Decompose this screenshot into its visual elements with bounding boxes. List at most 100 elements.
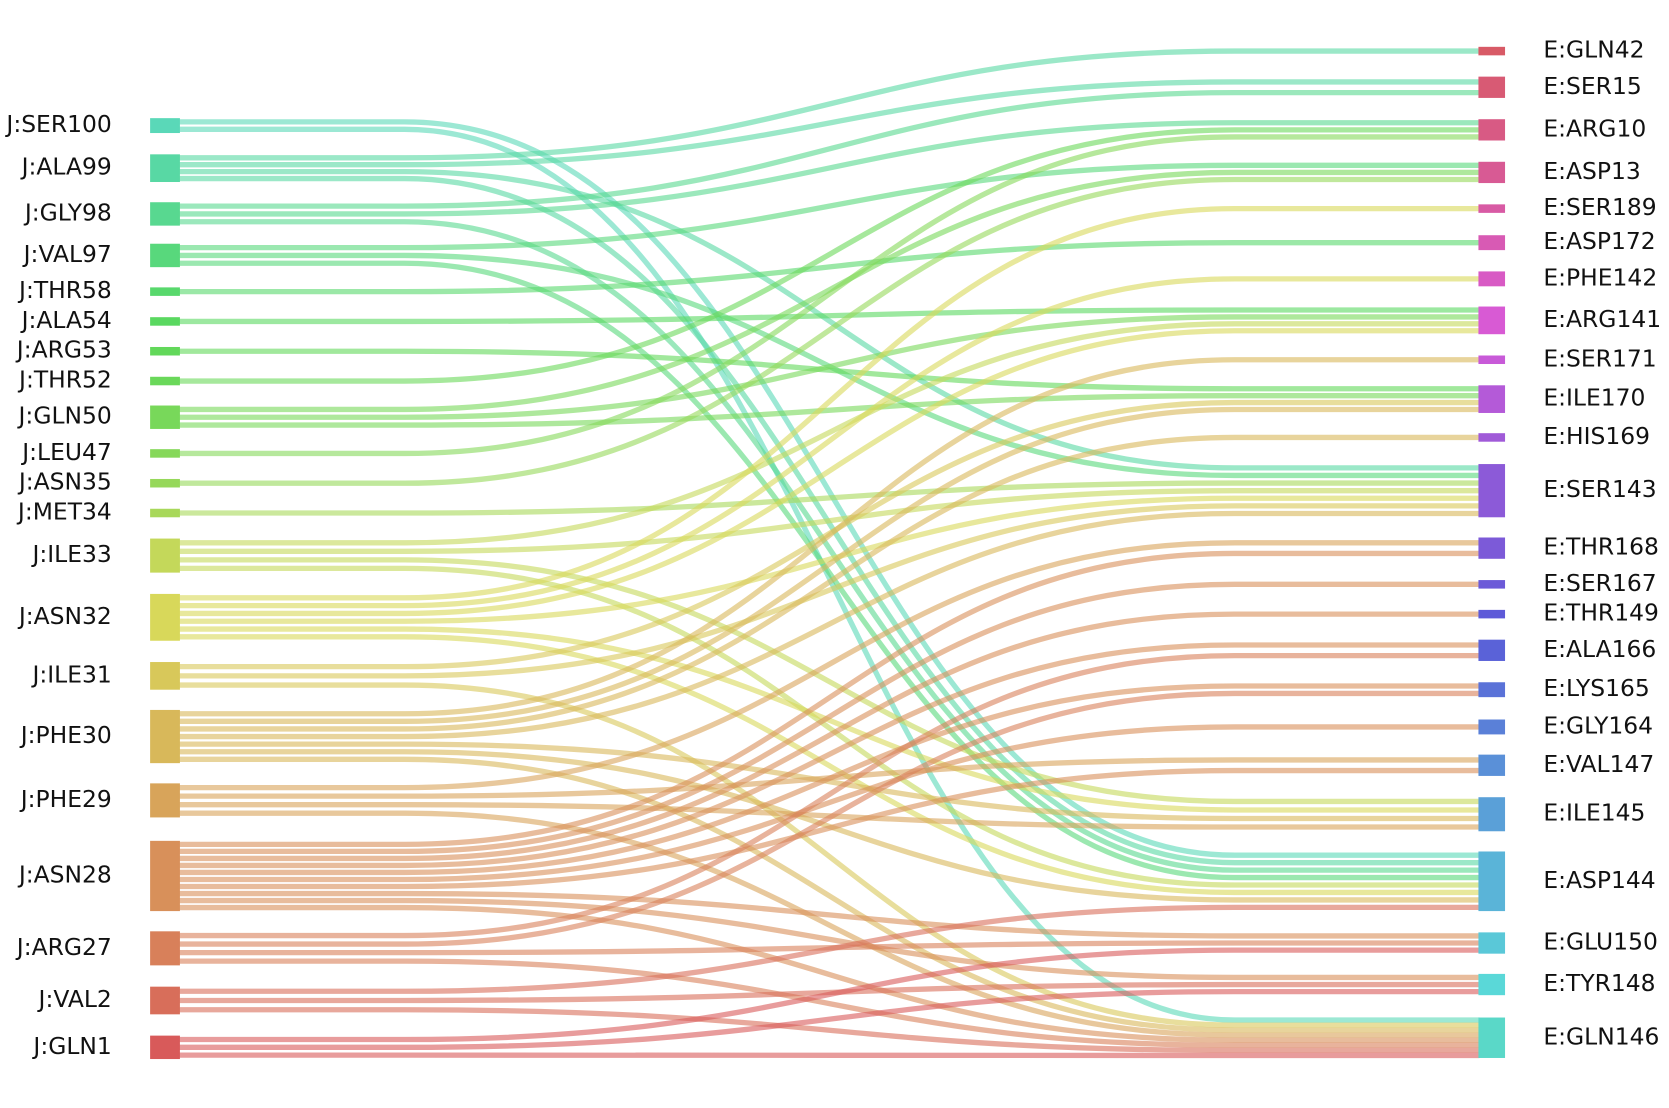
right-label: E:SER189 <box>1543 193 1656 221</box>
left-label: J:VAL2 <box>37 985 112 1013</box>
link <box>178 690 1480 947</box>
left-node <box>150 1035 180 1060</box>
left-node <box>150 243 180 268</box>
right-node <box>1478 682 1506 698</box>
right-node <box>1478 76 1506 98</box>
left-node <box>150 317 180 326</box>
link <box>178 767 1480 890</box>
right-node <box>1478 433 1506 442</box>
left-label: J:GLY98 <box>23 198 112 226</box>
link <box>178 581 1480 855</box>
left-label: J:ARG53 <box>15 336 112 364</box>
left-node <box>150 154 180 183</box>
right-node <box>1478 1017 1506 1058</box>
right-label: E:TYR148 <box>1543 969 1655 997</box>
left-label: J:ILE33 <box>30 540 111 568</box>
link <box>178 393 1480 428</box>
left-node <box>150 840 180 912</box>
link <box>178 652 1480 939</box>
left-label: J:LEU47 <box>20 438 112 466</box>
right-label: E:SER167 <box>1543 569 1656 597</box>
link <box>178 162 1480 251</box>
right-node <box>1478 235 1506 251</box>
link <box>178 176 1480 486</box>
right-node <box>1478 46 1506 56</box>
right-label: E:LYS165 <box>1543 674 1649 702</box>
link <box>178 119 1480 858</box>
left-node <box>150 376 180 386</box>
left-label: J:VAL97 <box>22 240 112 268</box>
right-node <box>1478 754 1506 776</box>
left-node <box>150 508 180 518</box>
links <box>178 48 1480 1059</box>
right-label: E:ILE145 <box>1543 799 1645 827</box>
link <box>178 357 1480 717</box>
right-label: E:ASP13 <box>1543 157 1640 185</box>
link <box>178 434 1480 732</box>
right-label: E:HIS169 <box>1543 422 1650 450</box>
left-node <box>150 931 180 966</box>
link <box>178 348 1480 392</box>
left-label: J:ASN28 <box>17 860 112 888</box>
left-node <box>150 662 180 690</box>
link <box>178 120 1480 217</box>
link <box>178 897 1480 981</box>
link <box>178 48 1480 161</box>
link <box>178 168 1480 471</box>
left-label: J:MET34 <box>16 498 112 526</box>
link <box>178 683 1480 876</box>
link <box>178 510 1480 740</box>
left-node <box>150 538 180 573</box>
right-node <box>1478 204 1506 213</box>
link <box>178 890 1480 939</box>
link <box>178 503 1480 679</box>
nodes: J:SER100 J:ALA99 J:GLY98 J:VAL97 J:THR58J:AL… <box>4 36 1661 1060</box>
left-label: J:THR58 <box>17 276 112 304</box>
left-node <box>150 118 180 134</box>
right-node <box>1478 973 1506 996</box>
right-label: E:VAL147 <box>1543 750 1654 778</box>
right-label: E:THR168 <box>1543 533 1659 561</box>
link <box>178 904 1480 1043</box>
link <box>178 276 1480 609</box>
left-node <box>150 709 180 764</box>
right-node <box>1478 639 1506 661</box>
left-label: J:ASN32 <box>17 602 112 630</box>
link <box>178 79 1480 168</box>
link <box>178 127 1480 384</box>
right-node <box>1478 537 1506 559</box>
left-label: J:ALA99 <box>20 153 112 181</box>
left-label: J:GLN1 <box>31 1032 111 1060</box>
link <box>178 904 1480 994</box>
left-node <box>150 202 180 226</box>
link <box>178 642 1480 869</box>
right-label: E:GLN146 <box>1543 1022 1659 1050</box>
link <box>178 321 1480 546</box>
link <box>178 219 1480 873</box>
left-node <box>150 449 180 458</box>
right-label: E:PHE142 <box>1543 263 1657 291</box>
link <box>178 406 1480 724</box>
link <box>178 495 1480 624</box>
link <box>178 1007 1480 1054</box>
right-node <box>1478 851 1506 912</box>
right-node <box>1478 355 1506 365</box>
link <box>178 810 1480 1038</box>
right-node <box>1478 271 1506 287</box>
left-node <box>150 287 180 296</box>
right-label: E:GLU150 <box>1543 928 1658 956</box>
right-label: E:ARG10 <box>1543 114 1646 142</box>
left-node <box>150 478 180 488</box>
right-node <box>1478 161 1506 184</box>
left-label: J:ILE31 <box>30 660 111 688</box>
link <box>178 260 1480 881</box>
right-label: E:SER171 <box>1543 344 1656 372</box>
right-node <box>1478 306 1506 335</box>
right-node <box>1478 385 1506 413</box>
left-label: J:ASN35 <box>17 468 112 496</box>
left-label: J:PHE30 <box>19 721 112 749</box>
link <box>178 724 1480 883</box>
right-node <box>1478 119 1506 141</box>
